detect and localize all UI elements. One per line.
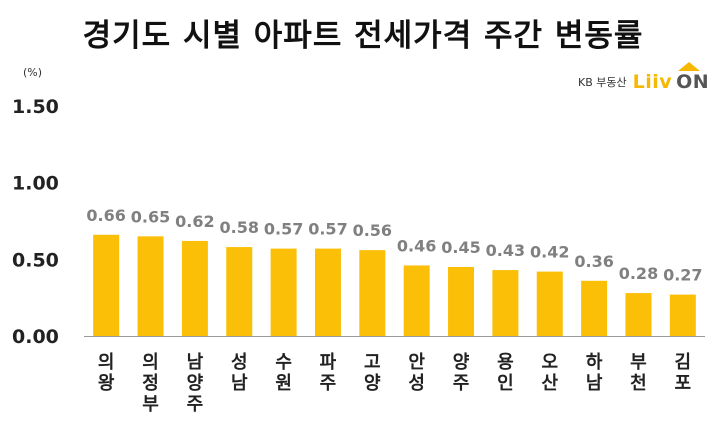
data-label: 0.58 [220,218,259,237]
brand-text: KB 부동산 [578,76,627,89]
data-label: 0.42 [530,243,569,262]
bar [448,267,475,336]
data-label: 0.28 [619,264,658,283]
y-tick-label: 0.00 [12,326,59,348]
bar [270,248,297,336]
logo-on-text: ON [676,71,710,93]
data-label: 0.36 [574,252,613,271]
y-tick-label: 0.50 [12,249,59,271]
data-label: 0.62 [175,212,214,231]
y-tick-label: 1.00 [12,173,59,195]
bar [536,271,563,336]
bar [669,294,696,336]
brand-logo: KB 부동산 Liiv ON [578,62,710,94]
bar [93,234,120,336]
data-label: 0.56 [353,221,392,240]
bar [359,250,386,336]
bar [492,270,519,336]
logo-part-liiv: Liiv [632,71,673,93]
bar [137,236,164,336]
bar [581,280,608,336]
bar [314,248,341,336]
data-label: 0.66 [86,206,125,225]
bar [181,240,208,336]
logo-part-on: ON [676,62,710,93]
data-label: 0.27 [663,266,702,285]
data-label: 0.46 [397,236,436,255]
y-tick-label: 1.50 [12,96,59,118]
data-label: 0.57 [308,220,347,239]
chart-title: 경기도 시별 아파트 전세가격 주간 변동률 [82,18,644,54]
data-label: 0.43 [486,241,525,260]
bar [226,247,253,336]
data-label: 0.57 [264,220,303,239]
data-label: 0.45 [441,238,480,257]
y-unit-label: (%) [23,66,43,79]
house-roof-icon [678,62,701,71]
bar [403,265,430,336]
data-label: 0.65 [131,207,170,226]
liiv-on-logo: Liiv ON [632,62,710,93]
bar [625,293,652,336]
